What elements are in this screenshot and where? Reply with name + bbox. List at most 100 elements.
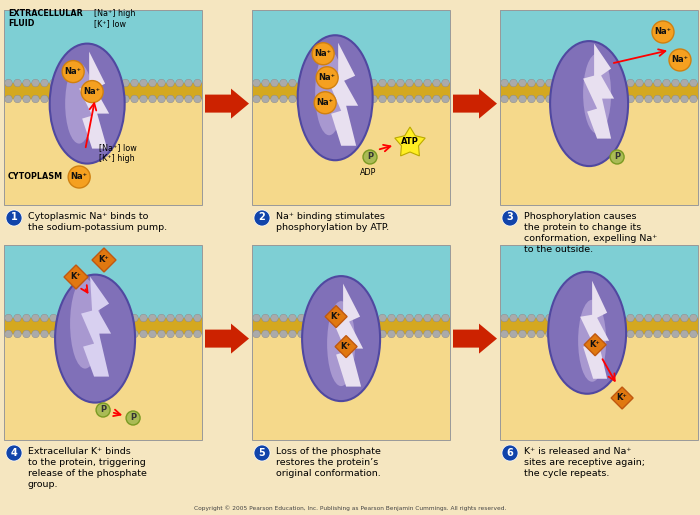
Circle shape (617, 95, 625, 103)
Circle shape (68, 79, 76, 87)
Circle shape (379, 314, 386, 322)
Circle shape (5, 79, 13, 87)
Circle shape (519, 314, 526, 322)
Circle shape (298, 79, 305, 87)
Circle shape (379, 79, 386, 87)
Circle shape (554, 79, 562, 87)
Bar (252, 10, 450, 205)
Circle shape (573, 79, 580, 87)
Bar (500, 318, 698, 334)
Circle shape (68, 166, 90, 188)
Circle shape (690, 95, 697, 103)
Circle shape (77, 79, 84, 87)
Circle shape (22, 79, 30, 87)
Circle shape (617, 79, 625, 87)
Circle shape (77, 330, 84, 338)
Text: 6: 6 (507, 448, 513, 457)
Circle shape (397, 95, 405, 103)
Circle shape (131, 95, 139, 103)
Circle shape (433, 79, 440, 87)
Ellipse shape (583, 54, 611, 133)
Circle shape (41, 79, 48, 87)
Circle shape (626, 79, 634, 87)
Circle shape (325, 314, 332, 322)
Circle shape (636, 314, 643, 322)
Text: FLUID: FLUID (8, 19, 34, 28)
Circle shape (131, 314, 139, 322)
Circle shape (414, 314, 422, 322)
Circle shape (122, 314, 130, 322)
Ellipse shape (298, 35, 372, 160)
Circle shape (104, 79, 111, 87)
Ellipse shape (70, 279, 100, 369)
Circle shape (185, 314, 193, 322)
Circle shape (298, 330, 305, 338)
Circle shape (122, 95, 130, 103)
Circle shape (307, 314, 314, 322)
Circle shape (433, 330, 440, 338)
Circle shape (537, 95, 545, 103)
Circle shape (442, 79, 449, 87)
Circle shape (316, 330, 323, 338)
Circle shape (690, 314, 697, 322)
Circle shape (564, 79, 571, 87)
Circle shape (22, 330, 30, 338)
Circle shape (397, 79, 405, 87)
Circle shape (379, 95, 386, 103)
Polygon shape (79, 52, 109, 149)
Circle shape (424, 79, 431, 87)
Circle shape (32, 330, 39, 338)
Bar (252, 326, 450, 440)
Text: Na⁺: Na⁺ (64, 66, 82, 76)
Ellipse shape (548, 272, 626, 394)
Circle shape (50, 79, 57, 87)
Bar (4, 318, 202, 334)
Circle shape (94, 314, 102, 322)
Circle shape (414, 79, 422, 87)
Circle shape (379, 330, 386, 338)
Circle shape (176, 314, 183, 322)
Text: Phosphorylation causes
the protein to change its
conformation, expelling Na⁺
to : Phosphorylation causes the protein to ch… (524, 212, 657, 254)
Text: EXTRACELLULAR: EXTRACELLULAR (8, 9, 83, 18)
Circle shape (158, 314, 165, 322)
Text: Extracellular K⁺ binds
to the protein, triggering
release of the phosphate
group: Extracellular K⁺ binds to the protein, t… (28, 447, 147, 489)
Polygon shape (328, 43, 358, 146)
Circle shape (351, 95, 359, 103)
Circle shape (271, 95, 279, 103)
Bar (4, 10, 202, 91)
Circle shape (41, 330, 48, 338)
Circle shape (298, 314, 305, 322)
Text: K⁺: K⁺ (617, 393, 627, 402)
Circle shape (502, 210, 518, 226)
Circle shape (617, 314, 625, 322)
Circle shape (690, 79, 697, 87)
Circle shape (414, 95, 422, 103)
Circle shape (370, 95, 377, 103)
Circle shape (5, 95, 13, 103)
Circle shape (288, 330, 296, 338)
Circle shape (528, 79, 536, 87)
Text: 3: 3 (507, 213, 513, 222)
Polygon shape (611, 387, 633, 409)
Circle shape (663, 314, 671, 322)
Circle shape (254, 210, 270, 226)
Circle shape (433, 95, 440, 103)
Circle shape (158, 79, 165, 87)
Text: 1: 1 (10, 213, 18, 222)
Text: [Na⁺] high: [Na⁺] high (94, 9, 135, 18)
Circle shape (680, 95, 688, 103)
Circle shape (334, 79, 342, 87)
Circle shape (636, 95, 643, 103)
Text: Na⁺: Na⁺ (84, 87, 101, 96)
Circle shape (288, 314, 296, 322)
Circle shape (626, 314, 634, 322)
Circle shape (573, 330, 580, 338)
Circle shape (528, 330, 536, 338)
Circle shape (564, 95, 571, 103)
Text: Na⁺: Na⁺ (315, 49, 332, 58)
Circle shape (645, 79, 652, 87)
Circle shape (32, 314, 39, 322)
Circle shape (167, 330, 174, 338)
Circle shape (600, 95, 608, 103)
Circle shape (663, 79, 671, 87)
